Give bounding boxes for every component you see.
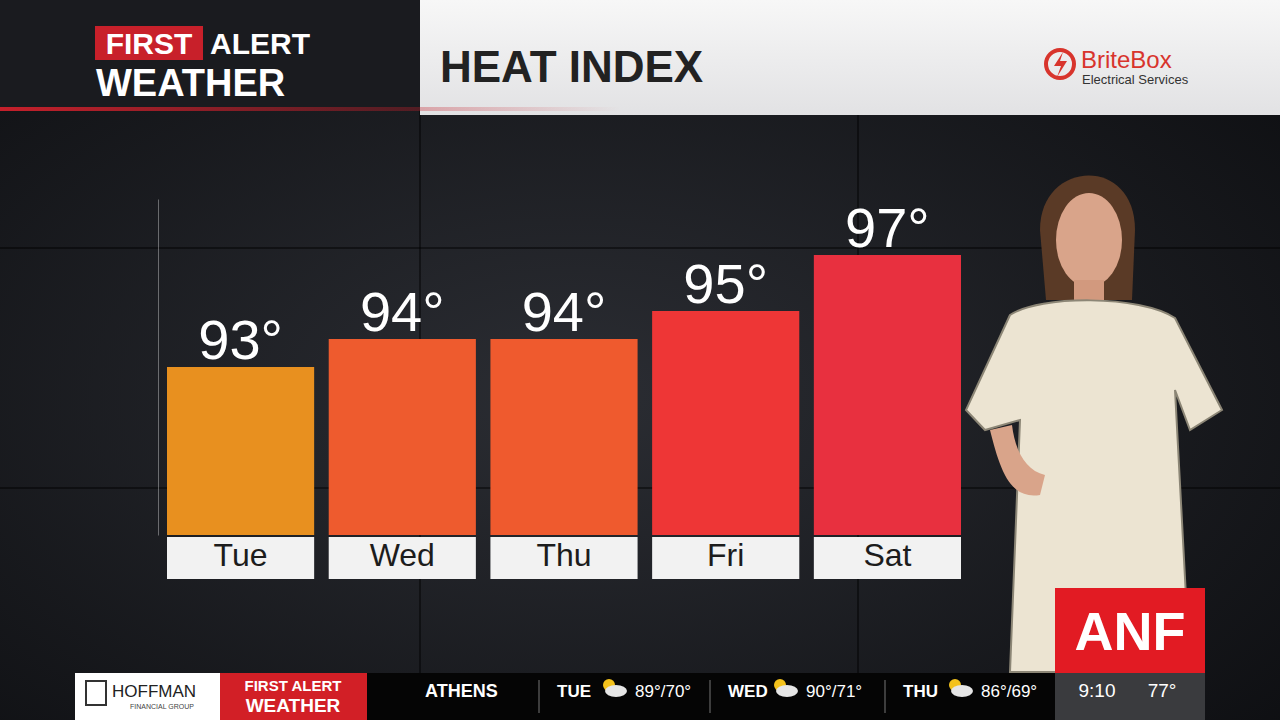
ticker-sponsor-sub: FINANCIAL GROUP (130, 703, 194, 710)
ticker-day: THU (903, 682, 938, 701)
x-tick-label: Thu (536, 537, 591, 573)
data-label: 95° (683, 252, 768, 315)
bar (329, 339, 476, 535)
data-label: 94° (522, 280, 607, 343)
x-axis: Tue Wed Thu Fri Sat (214, 537, 912, 573)
ticker-segment-top: FIRST ALERT (245, 677, 342, 694)
canvas: FIRSTALERTWEATHERHEAT INDEXBriteBoxElect… (0, 0, 1280, 720)
category-box (329, 537, 476, 579)
ticker-day: WED (728, 682, 768, 701)
ticker-time: 9:10 (1079, 680, 1116, 701)
ticker-icon (949, 679, 973, 697)
station-box (1055, 588, 1205, 673)
sponsor-name: BriteBox (1081, 46, 1172, 73)
x-tick-label: Fri (707, 537, 744, 573)
category-box (814, 537, 961, 579)
sponsor-icon (1046, 50, 1074, 78)
ticker-clock-box (1055, 673, 1205, 720)
bar (652, 311, 799, 535)
x-tick-label: Sat (863, 537, 911, 573)
ticker-temps: 86°/69° (981, 682, 1037, 701)
ticker-temps: 90°/71° (806, 682, 862, 701)
icon-cloud (776, 685, 798, 697)
background (0, 0, 1280, 720)
presenter-face (1056, 193, 1122, 287)
header-left (0, 0, 420, 110)
category-boxes (167, 537, 961, 579)
x-tick: Thu (536, 537, 591, 573)
station-name: ANF (1075, 601, 1186, 661)
wall-seams (0, 0, 1280, 720)
x-tick-label: Tue (214, 537, 268, 573)
ticker-sponsor-box (75, 673, 220, 720)
x-tick: Tue (214, 537, 268, 573)
bar (490, 339, 637, 535)
ticker-day: TUE (557, 682, 591, 701)
category-box (167, 537, 314, 579)
data-labels: 93° 94° 94° 95° 97° (198, 196, 930, 371)
ticker-separator (710, 680, 711, 713)
ticker-separator (539, 680, 540, 713)
ticker-current-temp: 77° (1148, 680, 1177, 701)
ticker-separator (885, 680, 886, 713)
icon-cloud (951, 685, 973, 697)
presenter (966, 176, 1222, 672)
header-right (420, 0, 1280, 115)
logo-bottom-text: WEATHER (96, 62, 285, 104)
bars (167, 255, 961, 535)
ticker-sponsor-icon (86, 681, 106, 705)
y-axis (158, 200, 159, 536)
icon-cloud (605, 685, 627, 697)
header-red-line (0, 107, 620, 111)
sponsor-bolt (1054, 52, 1067, 77)
x-tick-label: Wed (370, 537, 435, 573)
sponsor-sub: Electrical Services (1082, 72, 1189, 87)
ticker-sponsor: HOFFMAN (112, 682, 196, 701)
bar (814, 255, 961, 535)
x-tick: Wed (370, 537, 435, 573)
logo-red-box (95, 26, 203, 60)
logo-rest-text: ALERT (210, 27, 310, 60)
data-label: 97° (845, 196, 930, 259)
ticker-city: ATHENS (425, 681, 498, 701)
bar (167, 367, 314, 535)
logo-red-text: FIRST (106, 27, 193, 60)
x-tick: Fri (707, 537, 744, 573)
ticker-temps: 89°/70° (635, 682, 691, 701)
ticker-icon (774, 679, 798, 697)
category-box (652, 537, 799, 579)
data-label: 94° (360, 280, 445, 343)
data-label: 93° (198, 308, 283, 371)
ticker-icon (603, 679, 627, 697)
presenter-dress (966, 300, 1222, 672)
ticker-segment-box (220, 673, 367, 720)
ticker-segment-bottom: WEATHER (246, 695, 341, 716)
ticker-bar (75, 673, 1055, 720)
presenter-arm (990, 425, 1045, 496)
y-axis-line (158, 200, 159, 536)
category-box (490, 537, 637, 579)
chart-title: HEAT INDEX (440, 42, 703, 91)
x-tick: Sat (863, 537, 911, 573)
